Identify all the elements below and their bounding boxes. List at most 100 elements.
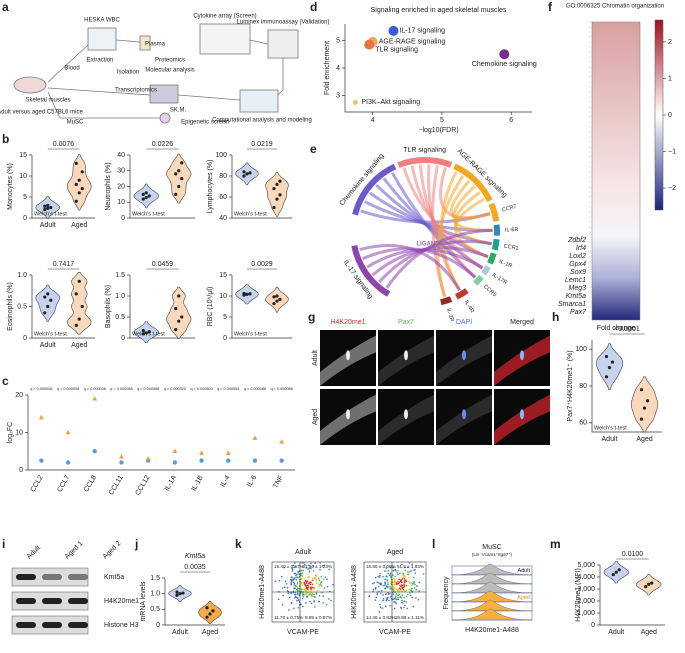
event-dot — [389, 566, 392, 569]
event-dot — [413, 581, 415, 583]
data-point — [74, 161, 78, 165]
event-dot — [287, 592, 289, 595]
dot — [225, 450, 231, 455]
column-header: DAPI — [456, 319, 472, 326]
nucleus — [346, 350, 350, 361]
event-dot — [403, 581, 406, 583]
schematic-text: Transcriptomics — [115, 88, 157, 94]
nucleus — [346, 409, 350, 420]
event-dot — [278, 579, 281, 582]
event-dot — [417, 599, 420, 601]
gene-label: Meg3 — [568, 285, 586, 292]
data-point — [80, 187, 84, 191]
event-dot — [395, 598, 398, 601]
event-dot — [306, 580, 309, 583]
event-dot — [396, 590, 399, 592]
point-label: Chemokine signaling — [472, 61, 537, 68]
event-dot — [397, 588, 399, 591]
data-point — [177, 294, 181, 298]
data-point — [205, 606, 209, 610]
event-dot — [372, 588, 375, 591]
data-point — [144, 331, 148, 335]
event-dot — [290, 580, 293, 582]
receptor-label: IL-2R — [445, 308, 455, 323]
x-tick-label: IL-4 — [219, 474, 231, 488]
data-point — [211, 609, 215, 613]
quadrant-label: 14.46 ± 0.82% — [366, 615, 396, 620]
event-dot — [415, 597, 417, 599]
dot — [199, 450, 204, 455]
data-point — [205, 615, 209, 619]
y-tick-label: 5 — [23, 194, 27, 201]
x-tick-label: CCL12 — [135, 474, 152, 496]
group-label: Aged — [517, 595, 530, 601]
event-dot — [368, 595, 371, 598]
y-tick-label: 10 — [117, 199, 125, 206]
event-dot — [394, 575, 396, 578]
data-point — [614, 570, 618, 574]
panel-label: d — [310, 0, 317, 14]
event-dot — [397, 580, 399, 583]
data-point — [141, 192, 145, 196]
band-label: Histone H3 — [104, 622, 139, 629]
event-dot — [418, 590, 420, 592]
event-dot — [296, 599, 298, 602]
y-tick-label: 0 — [23, 215, 27, 222]
test-label: Welch's t-test — [34, 211, 67, 217]
event-dot — [422, 573, 425, 575]
nucleus — [520, 409, 524, 420]
event-dot — [404, 590, 406, 593]
q-value: q = 0.000088 — [110, 387, 132, 391]
data-point — [272, 301, 276, 306]
event-dot — [379, 574, 381, 577]
event-dot — [295, 596, 298, 599]
event-dot — [395, 583, 398, 586]
event-dot — [396, 571, 399, 574]
q-value: q = 0.000088 — [271, 387, 293, 391]
receptor-label: CCR1 — [503, 243, 519, 252]
axis — [344, 24, 532, 113]
y-tick-label: 10 — [15, 429, 23, 436]
event-dot — [292, 578, 295, 581]
data-point — [174, 307, 178, 311]
event-dot — [403, 583, 405, 585]
event-dot — [291, 568, 294, 571]
event-dot — [394, 601, 397, 603]
quadrant-label: 9.95 ± 0.87% — [305, 615, 332, 620]
event-dot — [290, 583, 293, 586]
quadrant-label: 19.88 ± 1.11% — [395, 615, 424, 620]
event-dot — [319, 562, 321, 564]
event-dot — [397, 582, 400, 585]
y-tick-label: 0.5 — [115, 314, 125, 321]
x-tick-label: IL-6 — [246, 474, 258, 488]
schematic-text: Epigenetic screen — [181, 120, 229, 126]
event-dot — [294, 596, 296, 599]
axis — [231, 275, 292, 339]
quadrant-label: 61.96 ± 1.23% — [302, 564, 332, 569]
data-point — [49, 205, 53, 210]
event-dot — [398, 587, 401, 589]
event-dot — [411, 563, 413, 566]
event-dot — [320, 585, 323, 587]
event-dot — [403, 596, 406, 599]
data-point — [245, 172, 249, 176]
data-point — [74, 199, 78, 203]
event-dot — [399, 584, 401, 587]
y-tick-label: 0.5 — [150, 606, 160, 613]
event-dot — [414, 569, 416, 571]
data-point — [144, 191, 148, 195]
event-dot — [411, 587, 413, 590]
band — [68, 598, 88, 604]
event-dot — [317, 583, 320, 585]
event-dot — [318, 585, 321, 588]
event-dot — [394, 587, 396, 589]
pathway-arc — [352, 163, 397, 216]
event-dot — [371, 582, 374, 585]
event-dot — [413, 587, 416, 589]
y-tick-label: 0 — [121, 335, 125, 342]
event-dot — [308, 567, 310, 570]
event-dot — [406, 566, 409, 569]
y-tick-label: 0 — [19, 467, 23, 474]
event-dot — [382, 598, 385, 600]
event-dot — [274, 580, 277, 583]
